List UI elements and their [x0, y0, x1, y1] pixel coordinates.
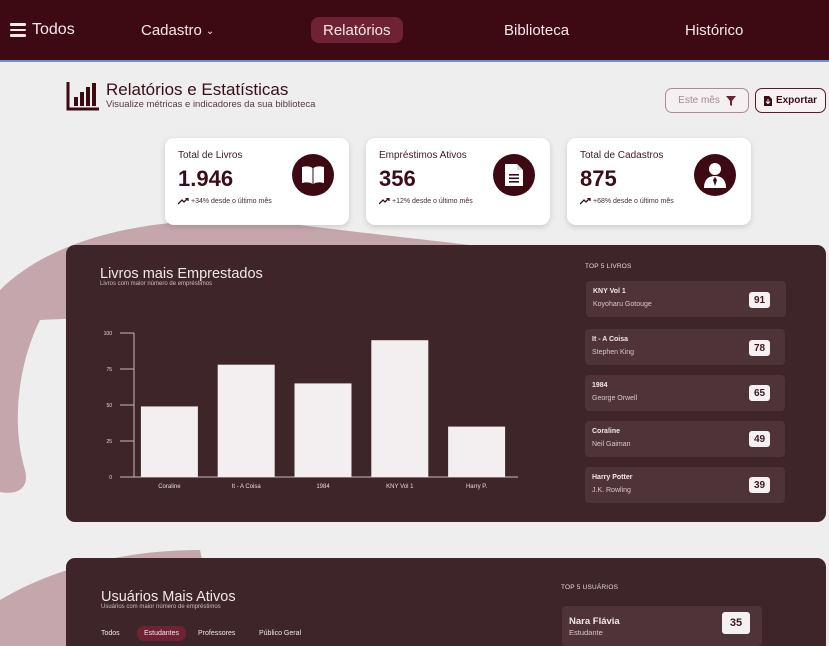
nav-todos-label: Todos — [32, 21, 75, 38]
book-count-badge: 39 — [749, 477, 770, 493]
user-name: Nara Flávia — [569, 616, 620, 627]
stat-card-total-cadastros: Total de Cadastros 875 +68% desde o últi… — [567, 138, 751, 225]
x-tick-label: It - A Coisa — [232, 484, 262, 490]
export-button[interactable]: Exportar — [755, 88, 826, 113]
period-select[interactable]: Este mês — [665, 88, 749, 113]
y-tick-label: 75 — [106, 367, 112, 373]
hamburger-icon — [10, 20, 26, 40]
book-count-badge: 78 — [749, 340, 770, 356]
books-bar-chart: 0 25 50 75 100 Coraline It - A Coisa 1984 KNY Vo… — [104, 331, 518, 490]
nav-cadastro-label: Cadastro — [141, 21, 202, 39]
y-tick-label: 25 — [106, 439, 112, 445]
books-panel-title: Livros mais Emprestados — [100, 266, 263, 282]
book-title: Coraline — [592, 428, 621, 435]
period-select-value: Este mês — [678, 95, 720, 106]
book-title: 1984 — [592, 382, 608, 389]
stat-trend-text: +12% desde o último mês — [392, 198, 473, 205]
book-author: J.K. Rowling — [592, 487, 631, 494]
document-icon — [493, 154, 535, 196]
trending-up-icon — [580, 198, 591, 205]
bar-it-a-coisa — [217, 364, 275, 477]
trending-up-icon — [178, 198, 189, 205]
top-book-item[interactable]: 1984 George Orwell 65 — [585, 375, 785, 411]
nav-historico-label: Histórico — [685, 21, 744, 39]
nav-item-relatorios[interactable]: Relatórios — [311, 17, 403, 43]
stat-value: 1.946 — [178, 166, 234, 191]
x-tick-label: KNY Vol 1 — [386, 484, 414, 490]
book-author: Koyoharu Gotouge — [593, 301, 652, 308]
nav-item-historico[interactable]: Histórico — [685, 0, 743, 60]
user-role: Estudante — [569, 628, 603, 637]
book-title: KNY Vol 1 — [593, 288, 626, 295]
filter-tab-todos[interactable]: Todos — [101, 630, 120, 637]
stat-label: Total de Cadastros — [580, 150, 664, 161]
top-book-item[interactable]: Coraline Neil Gaiman 49 — [585, 421, 785, 457]
stat-card-total-livros: Total de Livros 1.946 +34% desde o últim… — [165, 138, 349, 225]
stat-value: 875 — [580, 166, 617, 191]
bar-1984 — [294, 383, 352, 477]
top-book-item[interactable]: Harry Potter J.K. Rowling 39 — [585, 467, 785, 503]
user-count-badge: 35 — [722, 612, 750, 634]
stat-label: Total de Livros — [178, 150, 243, 161]
filter-icon — [725, 95, 736, 106]
book-count-badge: 65 — [749, 385, 770, 401]
stat-trend: +68% desde o último mês — [580, 198, 674, 205]
filter-tab-estudantes[interactable]: Estudantes — [137, 626, 187, 641]
user-icon — [694, 154, 736, 196]
book-title: Harry Potter — [592, 474, 633, 481]
book-icon — [292, 154, 334, 196]
nav-item-biblioteca[interactable]: Biblioteca — [504, 0, 569, 60]
file-download-icon — [763, 95, 772, 106]
page-subtitle: Visualize métricas e indicadores da sua … — [106, 99, 316, 110]
stat-trend: +34% desde o último mês — [178, 198, 272, 205]
x-tick-label: Coraline — [158, 484, 181, 490]
book-count-badge: 49 — [749, 431, 770, 447]
filter-tab-professores[interactable]: Professores — [198, 630, 236, 637]
y-tick-label: 0 — [109, 475, 112, 481]
y-tick-label: 100 — [104, 331, 113, 337]
y-tick-label: 50 — [106, 403, 112, 409]
filter-tab-publico-geral[interactable]: Público Geral — [259, 630, 302, 637]
bar-harry-p- — [448, 426, 506, 477]
chevron-down-icon: ⌄ — [205, 26, 215, 37]
stat-trend-text: +34% desde o último mês — [191, 198, 272, 205]
x-tick-label: Harry P. — [466, 484, 488, 490]
top-users-label: TOP 5 USUÁRIOS — [561, 584, 619, 591]
books-panel-subtitle: Livros com maior número de empréstimos — [100, 281, 213, 287]
bar-kny-vol-1 — [371, 340, 429, 477]
nav-item-cadastro[interactable]: Cadastro ⌄ — [141, 0, 214, 60]
nav-menu-todos[interactable]: Todos — [10, 0, 75, 60]
books-panel: Livros mais Emprestados Livros com maior… — [66, 245, 826, 522]
export-label: Exportar — [775, 95, 818, 106]
page-title: Relatórios e Estatísticas — [106, 80, 289, 99]
bar-coraline — [140, 406, 198, 477]
book-author: Stephen King — [592, 349, 635, 356]
bar-chart-icon — [66, 82, 99, 111]
top-navigation: Todos Cadastro ⌄ Relatórios Biblioteca H… — [0, 0, 829, 62]
top-book-item[interactable]: It - A Coisa Stephen King 78 — [585, 329, 785, 365]
nav-biblioteca-label: Biblioteca — [504, 21, 570, 39]
book-title: It - A Coisa — [592, 336, 629, 343]
top-book-item[interactable]: KNY Vol 1 Koyoharu Gotouge 91 — [586, 281, 786, 317]
stat-trend: +12% desde o último mês — [379, 198, 473, 205]
book-count-badge: 91 — [749, 292, 770, 308]
top-books-label: TOP 5 LIVROS — [585, 263, 632, 270]
nav-relatorios-label: Relatórios — [323, 21, 391, 39]
stat-card-emprestimos-ativos: Empréstimos Ativos 356 +12% desde o últi… — [366, 138, 550, 225]
book-author: George Orwell — [592, 395, 638, 402]
top-user-item[interactable]: Nara Flávia Estudante 35 — [562, 606, 762, 646]
stat-trend-text: +68% desde o último mês — [593, 198, 674, 205]
users-panel-title: Usuários Mais Ativos — [101, 589, 236, 605]
users-panel-subtitle: Usuários com maior número de empréstimos — [101, 604, 221, 610]
stat-value: 356 — [379, 166, 416, 191]
book-author: Neil Gaiman — [592, 441, 631, 448]
x-tick-label: 1984 — [316, 484, 330, 490]
stat-label: Empréstimos Ativos — [379, 150, 467, 161]
trending-up-icon — [379, 198, 390, 205]
